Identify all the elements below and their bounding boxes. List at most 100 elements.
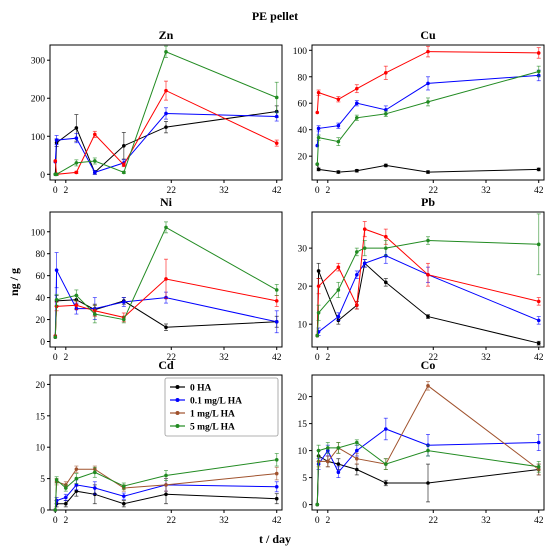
data-point	[355, 115, 359, 120]
panel-title: Co	[421, 358, 436, 372]
data-point	[426, 81, 430, 86]
data-point	[122, 484, 126, 488]
series-line	[316, 262, 539, 344]
panel-title: Ni	[160, 195, 173, 209]
y-tick-label: 0	[302, 501, 307, 511]
data-point	[384, 112, 388, 116]
data-point	[536, 242, 541, 247]
data-point	[164, 492, 168, 497]
data-point	[274, 484, 279, 489]
x-tick-label: 22	[429, 186, 439, 196]
data-point	[326, 446, 330, 450]
data-point	[93, 470, 97, 475]
plot-frame	[311, 44, 545, 181]
x-tick-label: 2	[63, 516, 68, 526]
data-point	[274, 471, 279, 476]
data-point	[122, 300, 126, 304]
data-point	[315, 333, 320, 338]
data-point	[122, 317, 126, 322]
data-point	[355, 456, 359, 461]
plot-frame	[311, 211, 545, 348]
data-point	[64, 486, 68, 490]
data-point	[426, 384, 430, 388]
data-point	[315, 162, 320, 166]
data-point	[336, 139, 341, 144]
data-point	[54, 268, 59, 272]
series-3	[53, 221, 279, 339]
y-tick-label: 20	[298, 283, 308, 293]
data-point	[93, 159, 97, 163]
data-point	[536, 318, 541, 323]
data-point	[315, 110, 320, 115]
y-tick-label: 10	[298, 447, 308, 457]
series-1	[53, 107, 279, 175]
data-point	[316, 126, 321, 131]
series-line	[316, 239, 539, 336]
series-3	[315, 439, 541, 507]
y-tick-label: 100	[31, 133, 46, 143]
data-point	[355, 467, 359, 472]
data-point	[355, 101, 359, 106]
data-point	[384, 108, 388, 112]
data-point	[336, 470, 341, 475]
data-point	[336, 170, 341, 174]
data-point	[122, 494, 126, 498]
legend-marker	[175, 424, 180, 428]
series-2	[315, 45, 541, 115]
data-point	[426, 272, 430, 277]
series-0	[315, 162, 541, 174]
data-point	[54, 298, 59, 302]
series-line	[54, 459, 277, 511]
data-point	[355, 168, 359, 173]
y-tick-label: 100	[293, 47, 308, 57]
legend-marker	[175, 398, 180, 402]
data-point	[316, 310, 321, 315]
data-point	[274, 141, 279, 145]
x-tick-label: 2	[63, 353, 68, 363]
x-tick-label: 42	[272, 353, 282, 363]
data-point	[164, 277, 168, 281]
data-point	[53, 508, 58, 512]
y-tick-label: 15	[36, 412, 46, 422]
y-tick-label: 15	[298, 420, 308, 430]
legend-label: 0.1 mg/L HA	[190, 397, 242, 407]
data-point	[426, 314, 430, 319]
data-point	[355, 250, 359, 254]
data-point	[336, 97, 341, 102]
plot-frame	[49, 211, 283, 348]
data-point	[362, 246, 367, 250]
series-line	[316, 228, 539, 336]
legend-label: 5 mg/L HA	[190, 423, 235, 433]
x-tick-label: 22	[167, 516, 177, 526]
series-3	[53, 45, 279, 177]
data-point	[316, 269, 321, 273]
panel-title: Cu	[420, 28, 436, 42]
data-point	[362, 261, 367, 266]
data-point	[536, 299, 541, 304]
data-point	[164, 473, 168, 478]
y-tick-label: 10	[298, 321, 308, 331]
x-tick-label: 42	[272, 186, 282, 196]
x-tick-label: 22	[429, 353, 439, 363]
x-tick-label: 32	[219, 353, 229, 363]
data-point	[316, 135, 321, 140]
data-point	[384, 427, 388, 431]
data-point	[122, 170, 126, 175]
data-point	[164, 483, 168, 487]
data-point	[74, 136, 79, 140]
x-tick-label: 0	[315, 516, 320, 526]
plot-frame	[49, 374, 283, 511]
data-point	[54, 138, 59, 142]
data-point	[336, 446, 341, 450]
x-tick-label: 0	[53, 186, 58, 196]
series-1	[315, 69, 541, 148]
data-point	[93, 170, 97, 175]
x-tick-label: 2	[325, 516, 330, 526]
data-point	[315, 502, 320, 507]
data-point	[355, 272, 359, 277]
data-point	[274, 95, 279, 100]
data-point	[93, 312, 97, 316]
